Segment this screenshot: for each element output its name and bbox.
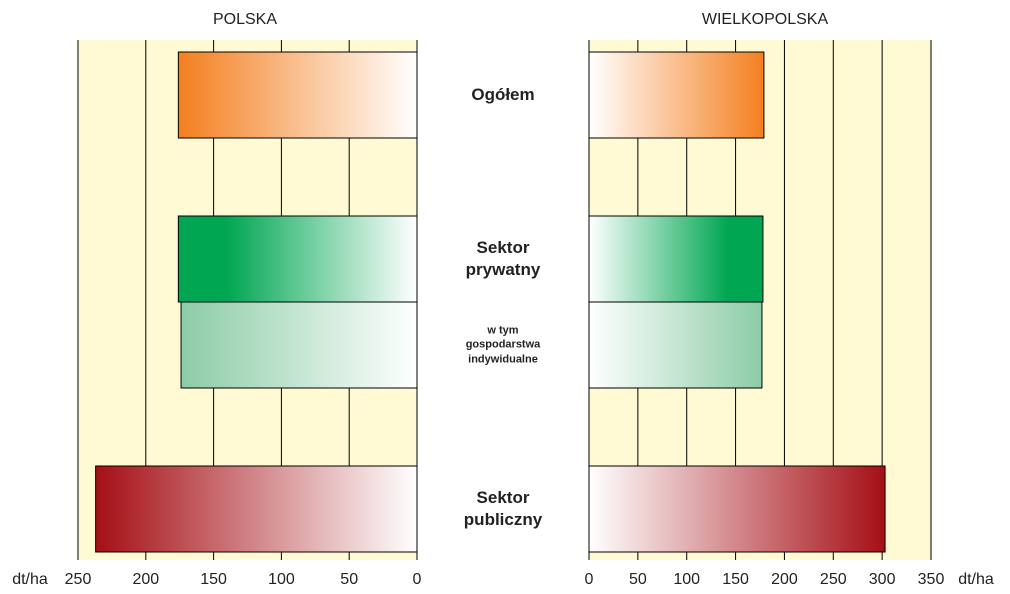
category-label: w tym gospodarstwa indywidualne: [465, 324, 541, 366]
x-tick-label: 0: [585, 571, 594, 588]
bar: [588, 465, 886, 553]
category-label: Sektor prywatny: [465, 237, 541, 279]
bar: [95, 465, 418, 553]
x-tick-label: 250: [65, 571, 92, 588]
axis-label: dt/ha: [958, 571, 994, 588]
x-tick-label: 200: [771, 571, 798, 588]
bar: [177, 51, 418, 139]
panel-title: POLSKA: [213, 11, 277, 28]
bar: [177, 215, 418, 303]
panel-title: WIELKOPOLSKA: [702, 11, 829, 28]
x-tick-label: 250: [820, 571, 847, 588]
x-tick-label: 150: [722, 571, 749, 588]
bar: [588, 51, 765, 139]
x-tick-label: 300: [869, 571, 896, 588]
x-tick-label: 150: [200, 571, 227, 588]
x-tick-label: 100: [268, 571, 295, 588]
x-tick-label: 50: [629, 571, 647, 588]
bar: [180, 301, 418, 389]
category-label: Ogółem: [471, 84, 535, 104]
x-tick-label: 50: [340, 571, 358, 588]
x-tick-label: 350: [918, 571, 945, 588]
x-tick-label: 0: [413, 571, 422, 588]
x-tick-label: 200: [132, 571, 159, 588]
category-label: Sektor publiczny: [463, 487, 543, 529]
axis-label: dt/ha: [12, 571, 48, 588]
bar: [588, 215, 764, 303]
bar: [588, 301, 763, 389]
x-tick-label: 100: [673, 571, 700, 588]
